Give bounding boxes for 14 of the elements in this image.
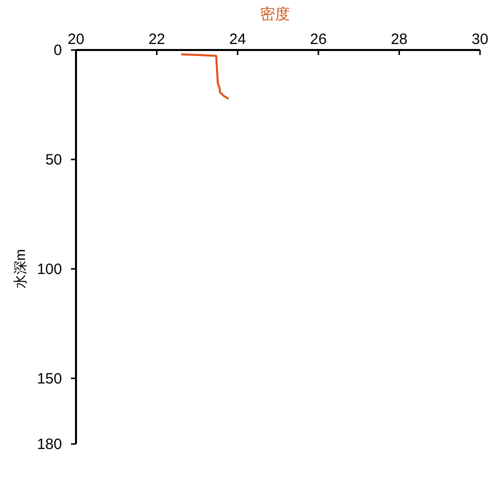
y-axis-title: 水深m [12, 249, 28, 289]
x-tick-label: 20 [68, 31, 84, 48]
x-tick-label: 24 [229, 31, 246, 48]
x-tick-label: 26 [310, 31, 327, 48]
y-tick-label: 0 [54, 42, 62, 59]
y-tick-label: 50 [45, 151, 62, 168]
y-tick-label: 180 [36, 436, 62, 453]
x-tick-label: 28 [390, 31, 408, 48]
x-axis-title: 密度 [260, 6, 290, 23]
y-tick-label: 100 [36, 260, 62, 278]
x-tick-label: 30 [472, 31, 488, 48]
y-tick-label: 150 [36, 370, 62, 388]
line-series [180, 53, 229, 100]
x-tick-label: 22 [148, 31, 166, 48]
